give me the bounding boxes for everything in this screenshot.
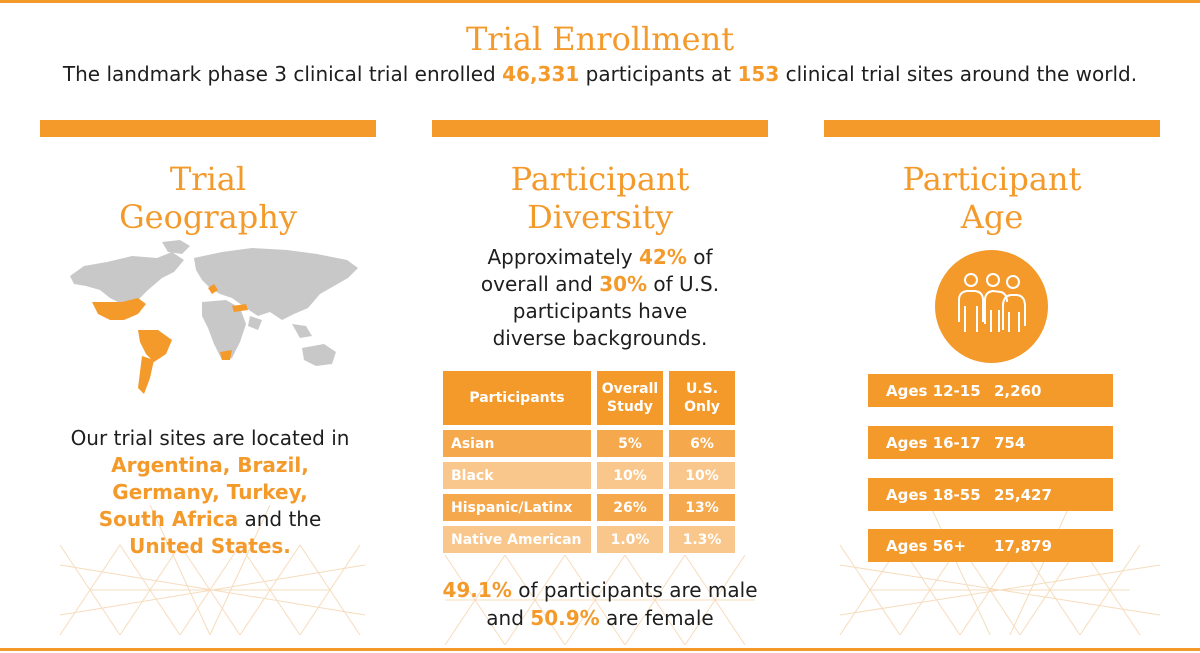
geography-title: Trial Geography [119, 160, 297, 236]
section-bar-geography [40, 120, 376, 137]
table-header-row: Participants Overall Study U.S. Only [443, 371, 735, 425]
age-range-label: Ages 16-17 [886, 433, 981, 452]
us-cell: 6% [669, 430, 735, 457]
overall-cell: 10% [597, 462, 663, 489]
us-cell: 1.3% [669, 526, 735, 553]
age-count: 754 [994, 433, 1026, 452]
age-row: Ages 16-17 754 [868, 426, 1113, 459]
age-row: Ages 12-15 2,260 [868, 374, 1113, 407]
table-header: Participants [443, 371, 591, 425]
section-bar-diversity [432, 120, 768, 137]
group-cell: Asian [443, 430, 591, 457]
table-row: Native American 1.0% 1.3% [443, 526, 735, 553]
sex-distribution-text: 49.1% of participants are male and 50.9%… [442, 578, 758, 630]
country-list-line3: South Africa [98, 507, 239, 531]
age-row: Ages 56+ 17,879 [868, 529, 1113, 562]
us-cell: 13% [669, 494, 735, 521]
geography-text: Our trial sites are located in Argentina… [70, 426, 350, 558]
age-range-label: Ages 18-55 [886, 485, 981, 504]
diversity-summary: Approximately 42% of overall and 30% of … [480, 245, 720, 350]
group-cell: Native American [443, 526, 591, 553]
age-count: 17,879 [994, 536, 1052, 555]
us-cell: 10% [669, 462, 735, 489]
section-bar-age [824, 120, 1160, 137]
country-list-line1: Argentina, Brazil, [111, 453, 309, 477]
overall-cell: 26% [597, 494, 663, 521]
table-row: Hispanic/Latinx 26% 13% [443, 494, 735, 521]
participants-count: 46,331 [502, 62, 580, 86]
people-group-icon [935, 250, 1048, 363]
overall-cell: 1.0% [597, 526, 663, 553]
diversity-title: Participant Diversity [510, 160, 690, 236]
table-row: Black 10% 10% [443, 462, 735, 489]
decorative-pattern-right [840, 505, 1160, 635]
age-count: 2,260 [994, 381, 1042, 400]
country-list-line4: United States. [129, 534, 291, 558]
bottom-border [0, 648, 1200, 651]
group-cell: Hispanic/Latinx [443, 494, 591, 521]
table-row: Asian 5% 6% [443, 430, 735, 457]
age-range-label: Ages 12-15 [886, 381, 981, 400]
page-title: Trial Enrollment [465, 20, 735, 58]
country-list-line2: Germany, Turkey, [112, 480, 308, 504]
world-map-icon [70, 240, 358, 394]
diversity-table: Participants Overall Study U.S. Only Asi… [437, 366, 741, 558]
decorative-pattern-left [60, 505, 365, 635]
age-row: Ages 18-55 25,427 [868, 478, 1113, 511]
table-header: Overall Study [597, 371, 663, 425]
group-cell: Black [443, 462, 591, 489]
decorative-pattern-middle [445, 555, 755, 645]
age-count: 25,427 [994, 485, 1052, 504]
top-border [0, 0, 1200, 3]
table-header: U.S. Only [669, 371, 735, 425]
age-title: Participant Age [902, 160, 1082, 236]
age-range-label: Ages 56+ [886, 536, 967, 555]
overall-cell: 5% [597, 430, 663, 457]
sites-count: 153 [737, 62, 780, 86]
intro-text: The landmark phase 3 clinical trial enro… [62, 62, 1138, 86]
